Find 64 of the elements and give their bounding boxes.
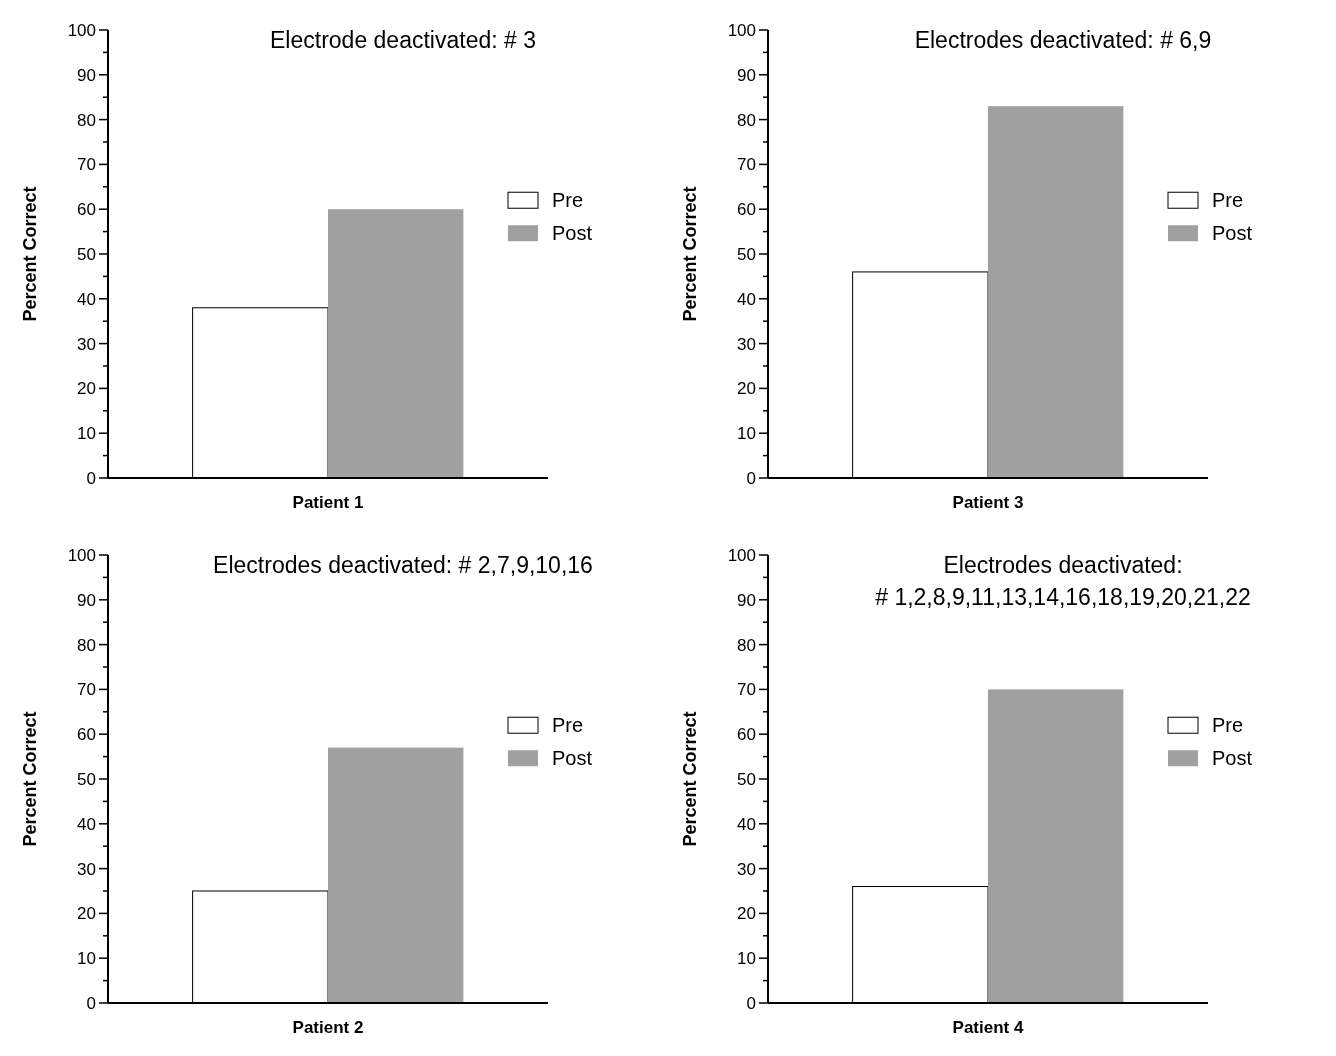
y-tick-label: 60 xyxy=(737,200,756,220)
y-tick-label: 100 xyxy=(67,545,96,565)
y-tick-label: 100 xyxy=(727,545,756,565)
y-tick-label: 90 xyxy=(77,65,96,85)
y-tick-label: 50 xyxy=(737,769,756,789)
x-tick-label: Patient 3 xyxy=(952,493,1024,512)
y-tick-label: 20 xyxy=(77,904,96,924)
y-tick-label: 100 xyxy=(727,20,756,40)
y-axis-title: Percent Correct xyxy=(20,186,40,322)
y-tick-label: 80 xyxy=(737,635,756,655)
y-tick-label: 70 xyxy=(77,155,96,175)
y-tick-label: 50 xyxy=(737,244,756,264)
y-tick-label: 70 xyxy=(77,680,96,700)
chart-title: Electrodes deactivated: # 6,9 xyxy=(914,27,1212,53)
legend-label: Post xyxy=(1212,222,1253,245)
y-axis-title: Percent Correct xyxy=(680,186,700,322)
y-tick-label: 50 xyxy=(77,244,96,264)
y-tick-label: 80 xyxy=(77,110,96,130)
x-tick-label: Patient 4 xyxy=(952,1018,1024,1037)
y-tick-label: 100 xyxy=(67,20,96,40)
y-tick-label: 40 xyxy=(77,814,96,834)
y-tick-label: 60 xyxy=(737,725,756,745)
y-tick-label: 0 xyxy=(86,993,96,1013)
x-tick-label: Patient 1 xyxy=(292,493,364,512)
legend-label: Post xyxy=(1212,747,1253,770)
y-tick-label: 30 xyxy=(737,334,756,354)
chart-title: Electrodes deactivated: # 2,7,9,10,16 xyxy=(213,552,593,578)
y-tick-label: 40 xyxy=(737,814,756,834)
y-tick-label: 60 xyxy=(77,725,96,745)
y-tick-label: 80 xyxy=(737,110,756,130)
y-tick-label: 10 xyxy=(77,949,96,969)
y-tick-label: 10 xyxy=(737,949,756,969)
text: Electrodes deactivated: # 1,2,8,9,11,13,14,16,18,19,20,21,22 xyxy=(875,552,1251,610)
y-axis-title: Percent Correct xyxy=(20,711,40,847)
y-tick-label: 70 xyxy=(737,155,756,175)
y-tick-label: 30 xyxy=(77,334,96,354)
legend-label: Pre xyxy=(1212,189,1244,212)
y-tick-label: 90 xyxy=(737,590,756,610)
y-tick-label: 10 xyxy=(77,424,96,444)
legend-label: Post xyxy=(552,747,593,770)
legend-label: Pre xyxy=(1212,714,1244,737)
legend-label: Post xyxy=(552,222,593,245)
x-tick-label: Patient 2 xyxy=(292,1018,364,1037)
y-tick-label: 80 xyxy=(77,635,96,655)
y-tick-label: 20 xyxy=(77,379,96,399)
y-tick-label: 50 xyxy=(77,769,96,789)
y-tick-label: 20 xyxy=(737,379,756,399)
y-tick-label: 0 xyxy=(86,468,96,488)
y-tick-label: 60 xyxy=(77,200,96,220)
y-axis-title: Percent Correct xyxy=(680,711,700,847)
y-tick-label: 90 xyxy=(77,590,96,610)
y-tick-label: 30 xyxy=(737,859,756,879)
y-tick-label: 40 xyxy=(77,289,96,309)
legend-label: Pre xyxy=(552,189,584,212)
y-tick-label: 70 xyxy=(737,680,756,700)
y-tick-label: 0 xyxy=(746,993,756,1013)
y-tick-label: 90 xyxy=(737,65,756,85)
y-tick-label: 40 xyxy=(737,289,756,309)
y-tick-label: 20 xyxy=(737,904,756,924)
y-tick-label: 30 xyxy=(77,859,96,879)
y-tick-label: 0 xyxy=(746,468,756,488)
legend-label: Pre xyxy=(552,714,584,737)
y-tick-label: 10 xyxy=(737,424,756,444)
chart-title: Electrode deactivated: # 3 xyxy=(270,27,536,53)
